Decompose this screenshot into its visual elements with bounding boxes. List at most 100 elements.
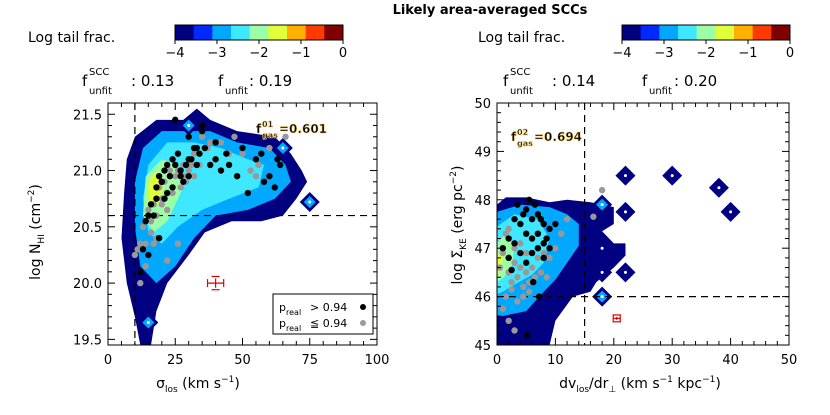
data-point — [534, 254, 542, 262]
error-bar — [612, 314, 621, 323]
data-point — [546, 225, 553, 233]
data-point — [233, 172, 241, 180]
contour-island-peak — [717, 186, 721, 190]
data-point — [188, 156, 195, 163]
data-point — [508, 278, 515, 286]
colorbar-swatch — [268, 25, 288, 40]
data-point — [537, 269, 544, 276]
x-tick-label: 50 — [234, 353, 251, 368]
colorbar-swatch — [212, 25, 232, 40]
data-point — [525, 196, 533, 203]
data-point — [276, 161, 284, 169]
data-point — [543, 235, 550, 242]
data-point — [534, 230, 542, 237]
y-tick-label: 45 — [474, 339, 491, 354]
data-point — [217, 139, 225, 146]
contour-island-peak — [146, 320, 150, 324]
data-point — [499, 305, 507, 312]
contour-island-peak — [670, 174, 674, 178]
data-point — [590, 213, 597, 220]
data-point — [198, 122, 206, 129]
data-point — [142, 240, 149, 247]
data-point — [511, 240, 518, 247]
data-point — [511, 215, 518, 223]
x-tick-label: 10 — [547, 353, 564, 368]
colorbar-swatch — [622, 25, 642, 40]
y-tick-label: 46 — [474, 291, 491, 306]
colorbar-tick-label: −4 — [612, 46, 631, 61]
data-point — [540, 240, 547, 247]
data-point — [231, 133, 238, 140]
data-point — [540, 254, 547, 262]
x-tick-label: 100 — [365, 353, 390, 368]
ylabel-2: log ΣKE (erg pc−2) — [449, 166, 469, 285]
data-point — [511, 259, 518, 266]
colorbar-swatch — [696, 25, 716, 40]
colorbar-swatch — [287, 25, 307, 40]
xlabel-1: σlos (km s−1) — [156, 375, 240, 395]
colorbar-label: Log tail frac. — [28, 30, 115, 46]
data-point — [255, 161, 262, 169]
data-point — [244, 189, 252, 197]
y-tick-label: 19.5 — [73, 333, 102, 348]
x-tick-label: 0 — [104, 353, 112, 368]
data-point — [523, 259, 530, 266]
colorbar-tick-label: 0 — [339, 46, 347, 61]
data-point — [499, 249, 507, 257]
contour-island-peak — [600, 270, 604, 274]
contour-island-peak — [729, 210, 733, 214]
data-point — [185, 133, 192, 140]
data-point — [511, 327, 518, 334]
data-point — [266, 172, 273, 180]
data-point — [166, 172, 174, 180]
contour-island-peak — [623, 174, 627, 178]
data-point — [142, 217, 149, 225]
data-point — [502, 293, 509, 300]
data-point — [177, 167, 184, 174]
colorbar-tick-label: 0 — [786, 46, 794, 61]
data-point — [282, 133, 289, 140]
colorbar-swatch — [715, 25, 735, 40]
contour-island-peak — [187, 124, 191, 128]
data-point — [139, 223, 147, 231]
colorbar-tick-label: −2 — [696, 46, 715, 61]
y-tick-label: 50 — [474, 97, 491, 112]
data-point — [147, 201, 155, 208]
data-point — [528, 249, 536, 257]
data-point — [198, 127, 206, 135]
y-tick-label: 21.5 — [73, 108, 102, 123]
legend-box — [272, 293, 374, 335]
data-point — [153, 184, 160, 191]
colorbar-swatch — [324, 25, 344, 40]
colorbar-tick-label: −2 — [249, 46, 268, 61]
data-point — [247, 167, 254, 174]
data-point — [543, 274, 550, 281]
data-point — [185, 167, 192, 174]
plot-panel-1: 0 25 50 75 100 19.5 20.0 20.5 21.0 21.5 — [73, 102, 390, 368]
data-point — [145, 212, 152, 219]
data-point — [517, 220, 524, 228]
data-point — [150, 212, 157, 219]
data-point — [508, 286, 515, 293]
x-tick-label: 20 — [606, 353, 623, 368]
data-point — [196, 150, 203, 157]
data-point — [528, 235, 536, 242]
y-tick-label: 20.0 — [73, 277, 102, 292]
data-point — [537, 215, 544, 223]
contour-island-peak — [600, 295, 604, 299]
data-point — [169, 184, 176, 191]
data-point — [174, 150, 182, 157]
data-point — [190, 150, 198, 157]
y-tick-label: 47 — [474, 242, 491, 257]
data-point — [225, 161, 233, 169]
figure-title: Likely area-averaged SCCs — [393, 3, 588, 18]
colorbar-tick-label: −3 — [207, 46, 226, 61]
data-point — [188, 161, 195, 169]
y-tick-label: 49 — [474, 145, 491, 160]
data-point — [525, 288, 533, 295]
data-point — [531, 201, 539, 208]
data-point — [514, 298, 521, 305]
data-point — [523, 269, 530, 276]
data-point — [252, 156, 260, 163]
data-point — [517, 264, 524, 271]
